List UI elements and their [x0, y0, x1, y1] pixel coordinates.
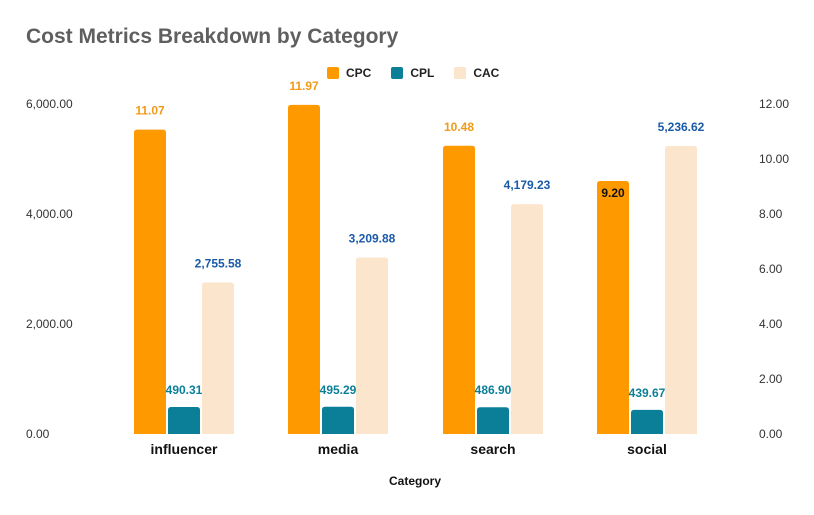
- legend: CPC CPL CAC: [327, 66, 519, 80]
- data-label-cpc-social: 9.20: [601, 186, 625, 200]
- y-left-tick-label: 4,000.00: [26, 207, 73, 221]
- bar-cpl-media: [322, 406, 354, 434]
- bar-cpc-media: [288, 104, 320, 434]
- bar-cac-social: [665, 145, 697, 434]
- bar-cac-influencer: [202, 282, 234, 434]
- data-label-cpc-media: 11.97: [289, 79, 319, 93]
- x-tick-label-media: media: [318, 441, 359, 457]
- data-label-cpl-influencer: 490.31: [166, 383, 203, 397]
- data-label-cac-media: 3,209.88: [349, 231, 396, 245]
- legend-label-cpl: CPL: [410, 66, 435, 80]
- x-tick-label-social: social: [627, 441, 667, 457]
- data-label-cpl-media: 495.29: [320, 383, 357, 397]
- bar-cpc-influencer: [134, 129, 166, 434]
- y-right-tick-label: 4.00: [759, 317, 783, 331]
- y-left-tick-label: 6,000.00: [26, 97, 73, 111]
- legend-label-cpc: CPC: [346, 66, 372, 80]
- legend-item-cpc[interactable]: CPC: [327, 66, 371, 80]
- y-right-tick-label: 12.00: [759, 97, 789, 111]
- data-label-cac-search: 4,179.23: [504, 178, 551, 192]
- data-label-cpl-search: 486.90: [475, 383, 512, 397]
- bar-cpl-social: [631, 409, 663, 434]
- data-label-cac-social: 5,236.62: [658, 120, 705, 134]
- legend-swatch-cac: [454, 67, 467, 79]
- y-left-tick-label: 0.00: [26, 427, 50, 441]
- y-right-tick-label: 8.00: [759, 207, 783, 221]
- legend-swatch-cpc: [327, 67, 339, 79]
- y-right-tick-label: 0.00: [759, 427, 783, 441]
- bar-cpl-search: [477, 407, 509, 434]
- data-label-cac-influencer: 2,755.58: [195, 256, 242, 270]
- legend-item-cac[interactable]: CAC: [454, 66, 499, 80]
- legend-label-cac: CAC: [473, 66, 500, 80]
- bar-cpl-influencer: [168, 407, 200, 434]
- data-label-cpc-influencer: 11.07: [135, 104, 165, 118]
- legend-item-cpl[interactable]: CPL: [391, 66, 434, 80]
- data-label-cpl-social: 439.67: [629, 386, 666, 400]
- y-right-tick-label: 10.00: [759, 152, 789, 166]
- y-left-tick-label: 2,000.00: [26, 317, 73, 331]
- y-right-tick-label: 6.00: [759, 262, 783, 276]
- data-label-cpc-search: 10.48: [444, 120, 474, 134]
- legend-swatch-cpl: [391, 67, 404, 79]
- bar-cpc-social: [597, 181, 629, 434]
- bar-cac-media: [356, 257, 388, 434]
- bar-cpc-search: [443, 145, 475, 435]
- x-tick-label-search: search: [470, 441, 515, 457]
- chart-title: Cost Metrics Breakdown by Category: [26, 25, 399, 48]
- y-right-tick-label: 2.00: [759, 372, 783, 386]
- x-axis-title: Category: [388, 474, 441, 488]
- bar-cac-search: [511, 204, 543, 434]
- x-tick-label-influencer: influencer: [151, 441, 218, 457]
